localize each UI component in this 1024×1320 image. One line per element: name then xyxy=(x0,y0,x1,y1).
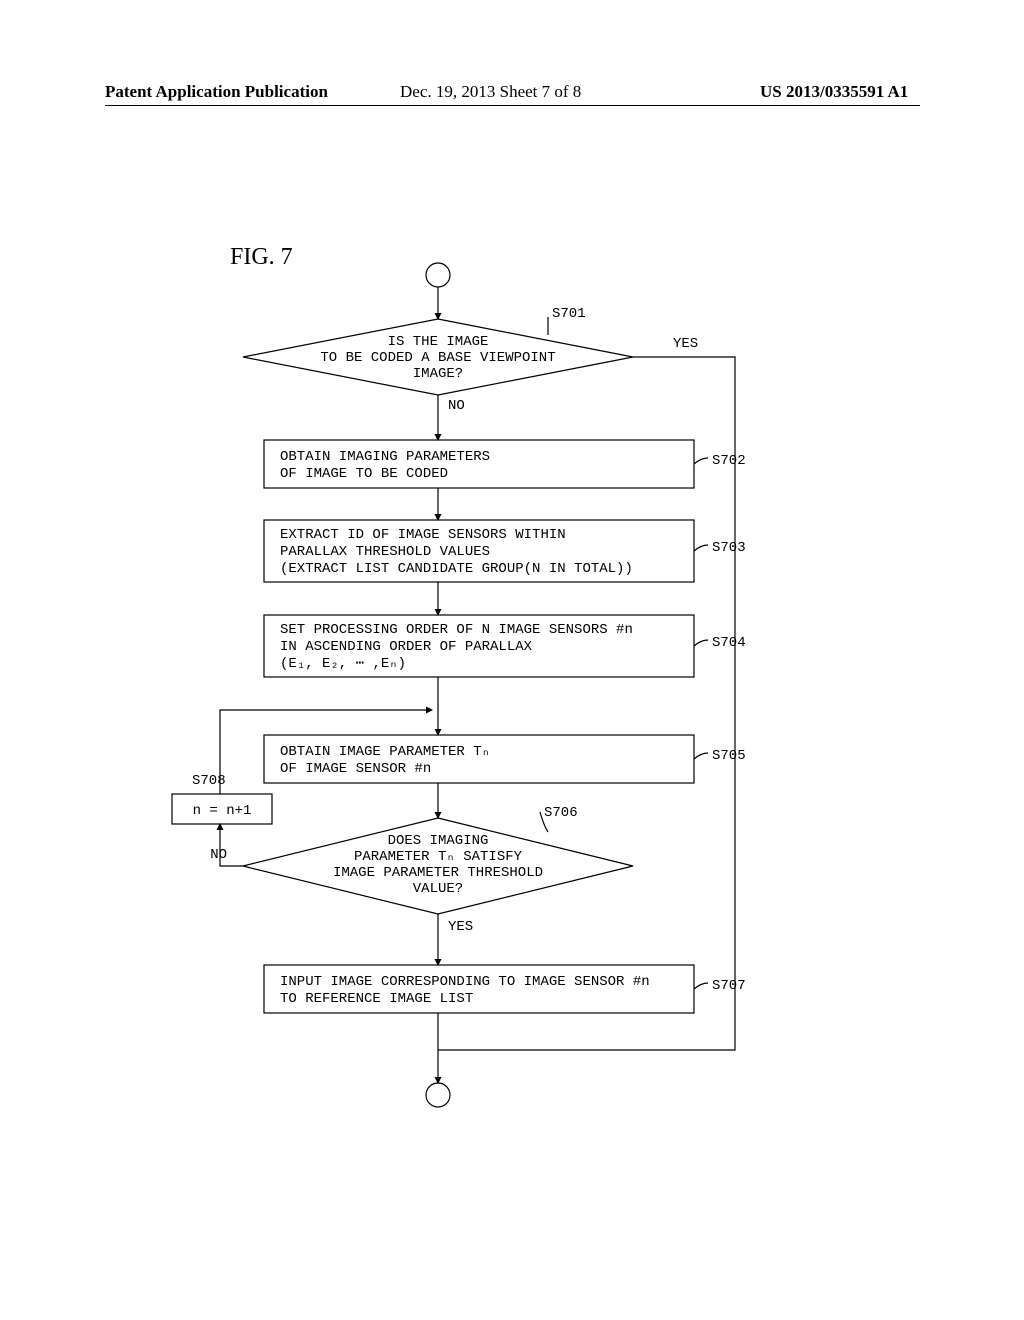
svg-text:TO REFERENCE IMAGE LIST: TO REFERENCE IMAGE LIST xyxy=(280,991,473,1007)
svg-text:TO BE CODED A BASE VIEWPOINT: TO BE CODED A BASE VIEWPOINT xyxy=(320,350,555,366)
svg-text:IMAGE?: IMAGE? xyxy=(413,366,463,382)
svg-text:INPUT IMAGE CORRESPONDING TO I: INPUT IMAGE CORRESPONDING TO IMAGE SENSO… xyxy=(280,974,650,990)
svg-text:S706: S706 xyxy=(544,805,578,821)
svg-text:SET PROCESSING ORDER OF N IMAG: SET PROCESSING ORDER OF N IMAGE SENSORS … xyxy=(280,622,633,638)
svg-text:n = n+1: n = n+1 xyxy=(193,803,252,819)
flowchart: S701 IS THE IMAGETO BE CODED A BASE VIEWP… xyxy=(0,0,1024,1320)
svg-text:IS THE IMAGE: IS THE IMAGE xyxy=(388,334,489,350)
svg-text:S707: S707 xyxy=(712,978,746,994)
svg-text:OF IMAGE TO BE CODED: OF IMAGE TO BE CODED xyxy=(280,466,448,482)
svg-text:DOES IMAGING: DOES IMAGING xyxy=(388,833,489,849)
svg-text:IMAGE PARAMETER THRESHOLD: IMAGE PARAMETER THRESHOLD xyxy=(333,865,543,881)
svg-text:S708: S708 xyxy=(192,773,226,789)
svg-text:S701: S701 xyxy=(552,306,586,322)
svg-text:OBTAIN IMAGE PARAMETER Tₙ: OBTAIN IMAGE PARAMETER Tₙ xyxy=(280,744,490,760)
svg-text:YES: YES xyxy=(448,919,473,935)
svg-text:S702: S702 xyxy=(712,453,746,469)
svg-text:OF IMAGE SENSOR #n: OF IMAGE SENSOR #n xyxy=(280,761,431,777)
svg-text:NO: NO xyxy=(210,847,227,863)
svg-text:PARAMETER Tₙ SATISFY: PARAMETER Tₙ SATISFY xyxy=(354,849,523,865)
svg-text:OBTAIN IMAGING PARAMETERS: OBTAIN IMAGING PARAMETERS xyxy=(280,449,490,465)
svg-text:VALUE?: VALUE? xyxy=(413,881,463,897)
svg-text:PARALLAX THRESHOLD VALUES: PARALLAX THRESHOLD VALUES xyxy=(280,544,490,560)
svg-text:(EXTRACT LIST CANDIDATE GROUP(: (EXTRACT LIST CANDIDATE GROUP(N IN TOTAL… xyxy=(280,561,633,577)
svg-text:(E₁, E₂, ⋯ ,Eₙ): (E₁, E₂, ⋯ ,Eₙ) xyxy=(280,656,406,672)
svg-text:YES: YES xyxy=(673,336,698,352)
svg-text:EXTRACT ID OF IMAGE SENSORS WI: EXTRACT ID OF IMAGE SENSORS WITHIN xyxy=(280,527,566,543)
svg-text:S704: S704 xyxy=(712,635,746,651)
svg-text:NO: NO xyxy=(448,398,465,414)
svg-text:IN ASCENDING ORDER OF PARALLAX: IN ASCENDING ORDER OF PARALLAX xyxy=(280,639,533,655)
svg-text:S705: S705 xyxy=(712,748,746,764)
svg-text:S703: S703 xyxy=(712,540,746,556)
